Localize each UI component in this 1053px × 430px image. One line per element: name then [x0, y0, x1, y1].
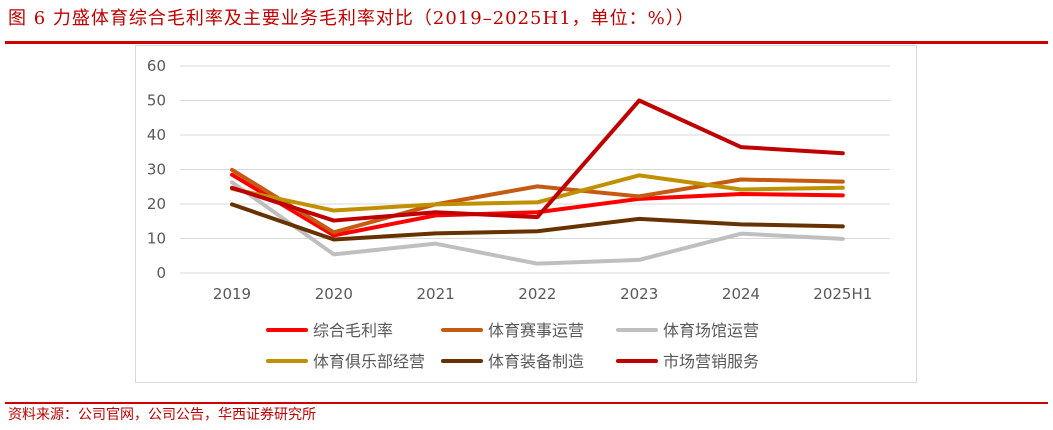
x-tick-label: 2025H1 — [813, 285, 872, 303]
series-line-2 — [230, 167, 845, 235]
source-divider — [5, 402, 1048, 404]
chart-title: 图 6 力盛体育综合毛利率及主要业务毛利率对比（2019–2025H1，单位：%… — [8, 8, 695, 29]
legend-label: 综合毛利率 — [313, 321, 393, 340]
title-divider — [5, 41, 1048, 44]
legend-label: 市场营销服务 — [663, 352, 759, 371]
x-tick-label: 2019 — [213, 285, 251, 303]
series-line-4 — [230, 173, 845, 213]
y-tick-label: 20 — [147, 195, 166, 213]
series-line-5 — [230, 202, 845, 242]
legend-label: 体育场馆运营 — [663, 321, 759, 340]
x-tick-label: 2022 — [518, 285, 556, 303]
y-tick-label: 50 — [147, 92, 166, 110]
y-tick-label: 60 — [147, 57, 166, 75]
x-tick-label: 2021 — [417, 285, 455, 303]
series-line-3 — [230, 180, 845, 266]
y-tick-label: 30 — [147, 161, 166, 179]
legend-label: 体育俱乐部经营 — [313, 352, 425, 371]
x-tick-label: 2024 — [722, 285, 760, 303]
series-line-6 — [230, 98, 845, 223]
x-tick-label: 2020 — [315, 285, 353, 303]
y-tick-label: 10 — [147, 230, 166, 248]
chart-frame — [135, 45, 917, 383]
legend-label: 体育装备制造 — [488, 352, 584, 371]
source-note: 资料来源：公司官网，公司公告，华西证券研究所 — [8, 407, 316, 423]
x-tick-label: 2023 — [620, 285, 658, 303]
y-tick-label: 40 — [147, 126, 166, 144]
series-line-1 — [230, 172, 845, 238]
y-tick-label: 0 — [156, 264, 166, 282]
legend-label: 体育赛事运营 — [488, 321, 584, 340]
